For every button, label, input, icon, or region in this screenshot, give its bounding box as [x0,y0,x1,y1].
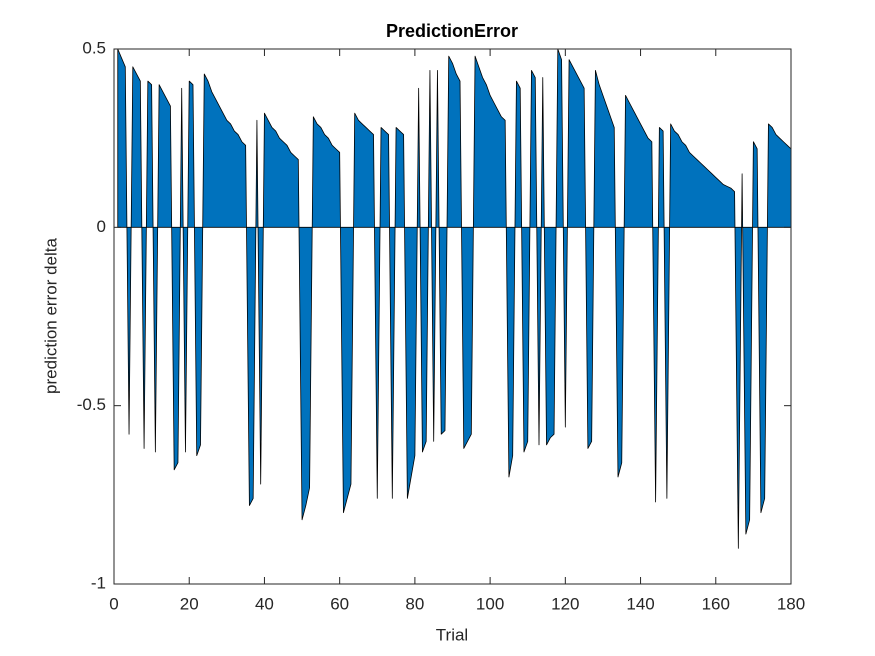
x-tick-label: 120 [551,594,579,613]
x-axis-label: Trial [436,625,468,644]
y-tick-label: 0 [97,217,106,236]
y-axis-label: prediction error delta [41,238,60,394]
area [117,48,792,549]
x-tick-label: 140 [626,594,654,613]
y-tick-label: 0.5 [82,38,106,57]
x-tick-label: 40 [255,594,274,613]
x-tick-label: 160 [702,594,730,613]
y-tick-label: -1 [91,573,106,592]
x-tick-label: 100 [476,594,504,613]
chart-title: PredictionError [386,21,518,41]
x-tick-label: 60 [330,594,349,613]
y-tick-label: -0.5 [77,395,106,414]
x-tick-label: 0 [109,594,118,613]
x-tick-label: 180 [777,594,805,613]
axes-box [113,48,792,585]
x-tick-label: 20 [180,594,199,613]
x-tick-label: 80 [405,594,424,613]
